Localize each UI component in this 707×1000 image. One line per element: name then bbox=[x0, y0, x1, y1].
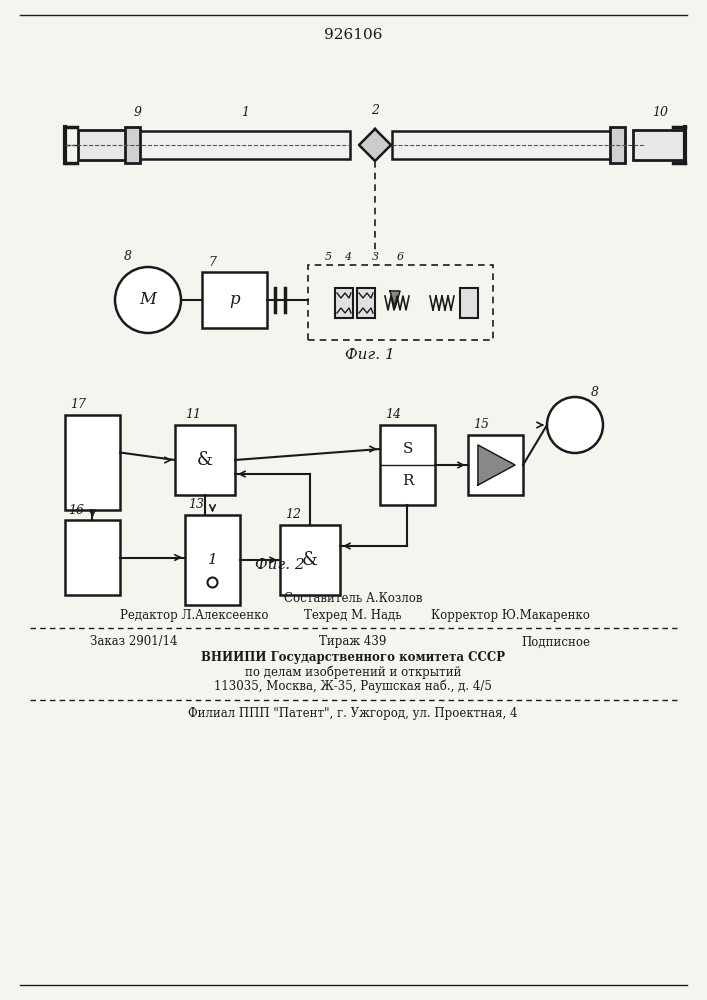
Text: &: & bbox=[302, 551, 318, 569]
Text: 6: 6 bbox=[397, 252, 404, 262]
Text: Тираж 439: Тираж 439 bbox=[320, 636, 387, 648]
Circle shape bbox=[207, 578, 218, 587]
Bar bbox=[65, 415, 120, 510]
Bar bbox=[460, 288, 478, 318]
Bar bbox=[392, 131, 615, 159]
Bar bbox=[308, 265, 493, 340]
Text: ВНИИПИ Государственного комитета СССР: ВНИИПИ Государственного комитета СССР bbox=[201, 652, 505, 664]
Bar bbox=[280, 525, 340, 595]
Polygon shape bbox=[478, 445, 515, 485]
Text: Редактор Л.Алексеенко: Редактор Л.Алексеенко bbox=[120, 608, 269, 621]
Text: R: R bbox=[402, 474, 414, 488]
Text: 10: 10 bbox=[652, 106, 668, 119]
Bar bbox=[175, 425, 235, 495]
Bar bbox=[335, 288, 353, 318]
Text: 926106: 926106 bbox=[324, 28, 382, 42]
Text: 2: 2 bbox=[371, 104, 379, 116]
Text: S: S bbox=[402, 442, 413, 456]
Text: 11: 11 bbox=[185, 408, 201, 422]
Text: 1: 1 bbox=[208, 553, 217, 567]
Text: Корректор Ю.Макаренко: Корректор Ю.Макаренко bbox=[431, 608, 590, 621]
Bar bbox=[202, 272, 267, 328]
Bar bbox=[610, 127, 625, 163]
Text: &: & bbox=[197, 451, 213, 469]
Text: 9: 9 bbox=[134, 106, 142, 119]
Text: 113035, Москва, Ж-35, Раушская наб., д. 4/5: 113035, Москва, Ж-35, Раушская наб., д. … bbox=[214, 679, 492, 693]
Text: Филиал ППП "Патент", г. Ужгород, ул. Проектная, 4: Филиал ППП "Патент", г. Ужгород, ул. Про… bbox=[188, 708, 518, 720]
Circle shape bbox=[115, 267, 181, 333]
Text: 8: 8 bbox=[591, 385, 599, 398]
Text: 17: 17 bbox=[70, 398, 86, 412]
Text: Составитель А.Козлов: Составитель А.Козлов bbox=[284, 591, 422, 604]
Bar bbox=[468, 435, 523, 495]
Text: 5: 5 bbox=[325, 252, 332, 262]
Text: Подписное: Подписное bbox=[521, 636, 590, 648]
Polygon shape bbox=[390, 291, 400, 308]
Bar bbox=[380, 425, 435, 505]
Text: Фиг. 2: Фиг. 2 bbox=[255, 558, 305, 572]
Bar bbox=[357, 288, 375, 318]
Bar bbox=[78, 130, 130, 160]
Bar bbox=[125, 127, 140, 163]
Text: по делам изобретений и открытий: по делам изобретений и открытий bbox=[245, 665, 461, 679]
Polygon shape bbox=[359, 129, 391, 161]
Text: 8: 8 bbox=[124, 250, 132, 263]
Bar bbox=[130, 131, 350, 159]
Text: Фиг. 1: Фиг. 1 bbox=[345, 348, 395, 362]
Text: 12: 12 bbox=[285, 508, 301, 522]
Text: 15: 15 bbox=[473, 418, 489, 432]
Text: 14: 14 bbox=[385, 408, 401, 422]
Text: 1: 1 bbox=[241, 106, 249, 119]
Bar bbox=[65, 520, 120, 595]
Text: 4: 4 bbox=[344, 252, 351, 262]
Text: 7: 7 bbox=[208, 255, 216, 268]
Text: Техред М. Надь: Техред М. Надь bbox=[304, 608, 402, 621]
Text: 16: 16 bbox=[68, 504, 84, 516]
Text: 3: 3 bbox=[371, 252, 378, 262]
Text: 13: 13 bbox=[188, 498, 204, 512]
Text: Заказ 2901/14: Заказ 2901/14 bbox=[90, 636, 177, 648]
Text: р: р bbox=[229, 292, 240, 308]
Circle shape bbox=[547, 397, 603, 453]
Text: М: М bbox=[139, 292, 156, 308]
Bar bbox=[633, 130, 685, 160]
Bar bbox=[185, 515, 240, 605]
